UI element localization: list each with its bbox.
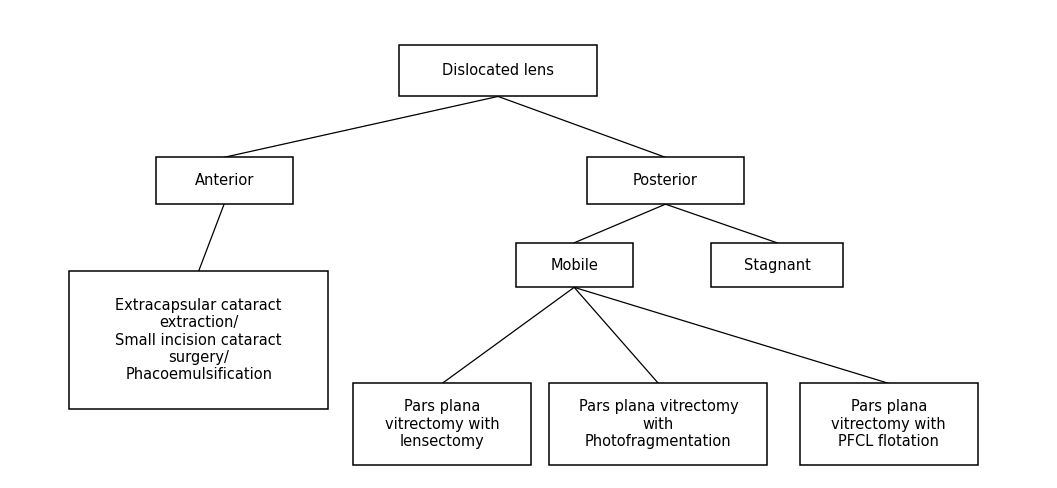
Text: Dislocated lens: Dislocated lens <box>442 63 554 78</box>
FancyBboxPatch shape <box>353 384 531 466</box>
FancyBboxPatch shape <box>587 157 744 204</box>
Text: Stagnant: Stagnant <box>744 258 811 273</box>
FancyBboxPatch shape <box>550 384 767 466</box>
Text: Pars plana
vitrectomy with
PFCL flotation: Pars plana vitrectomy with PFCL flotatio… <box>832 400 946 449</box>
Text: Extracapsular cataract
extraction/
Small incision cataract
surgery/
Phacoemulsif: Extracapsular cataract extraction/ Small… <box>115 298 282 382</box>
FancyBboxPatch shape <box>155 157 293 204</box>
FancyBboxPatch shape <box>70 271 328 409</box>
FancyBboxPatch shape <box>400 45 597 97</box>
Text: Mobile: Mobile <box>551 258 598 273</box>
FancyBboxPatch shape <box>800 384 978 466</box>
Text: Anterior: Anterior <box>194 173 254 188</box>
FancyBboxPatch shape <box>711 243 843 287</box>
FancyBboxPatch shape <box>516 243 632 287</box>
Text: Posterior: Posterior <box>633 173 698 188</box>
Text: Pars plana vitrectomy
with
Photofragmentation: Pars plana vitrectomy with Photofragment… <box>578 400 738 449</box>
Text: Pars plana
vitrectomy with
lensectomy: Pars plana vitrectomy with lensectomy <box>385 400 500 449</box>
